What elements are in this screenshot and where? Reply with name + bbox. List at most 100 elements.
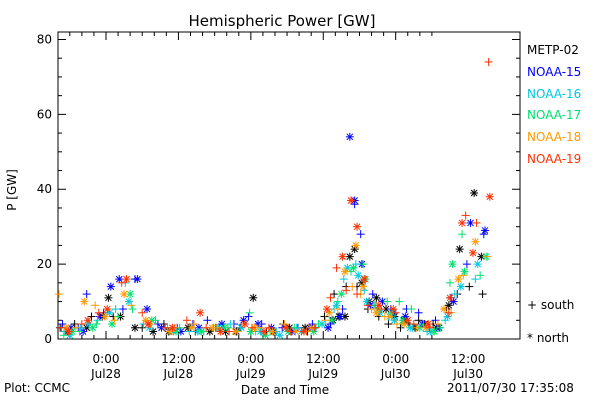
marker-north-noaa-15	[324, 323, 333, 332]
marker-north-noaa-18	[187, 323, 196, 332]
marker-south-noaa-18	[483, 252, 492, 261]
marker-south-noaa-15	[244, 312, 253, 321]
marker-south-noaa-15	[203, 316, 212, 325]
marker-south-noaa-15	[356, 230, 365, 239]
marker-south-noaa-16	[471, 275, 480, 284]
marker-north-noaa-17	[430, 327, 439, 336]
marker-north-noaa-19	[458, 218, 467, 227]
legend-entry-noaa-17: NOAA-17	[527, 108, 582, 123]
marker-north-noaa-19	[122, 275, 131, 284]
marker-south-noaa-16	[93, 316, 102, 325]
x-tick-date-label: Jul28	[90, 367, 121, 381]
x-tick-time-label: 12:00	[161, 352, 196, 366]
marker-south-noaa-17	[359, 260, 368, 269]
marker-south-noaa-17	[458, 230, 467, 239]
marker-north-noaa-19	[347, 196, 356, 205]
marker-south-noaa-19	[117, 278, 126, 287]
marker-south-noaa-15	[414, 308, 423, 317]
marker-north-noaa-18	[471, 237, 480, 246]
marker-north-metp-02	[444, 301, 453, 310]
marker-south-noaa-18	[127, 301, 136, 310]
marker-north-noaa-18	[340, 267, 349, 276]
x-tick-date-label: Jul30	[452, 367, 483, 381]
marker-north-noaa-19	[83, 316, 92, 325]
legend-entry-noaa-19: NOAA-19	[527, 151, 582, 166]
marker-south-metp-02	[70, 320, 79, 329]
marker-north-noaa-19	[299, 327, 308, 336]
marker-south-noaa-17	[245, 308, 254, 317]
marker-south-metp-02	[414, 316, 423, 325]
y-tick-label: 60	[37, 107, 52, 121]
marker-south-noaa-19	[264, 323, 273, 332]
x-tick-time-label: 12:00	[306, 352, 341, 366]
axis-ticks	[58, 32, 520, 340]
x-tick-time-label: 0:00	[237, 352, 264, 366]
marker-south-noaa-19	[310, 323, 319, 332]
marker-south-noaa-17	[333, 297, 342, 306]
marker-south-noaa-19	[286, 327, 295, 336]
marker-south-noaa-19	[326, 293, 335, 302]
marker-south-noaa-15	[368, 290, 377, 299]
marker-south-noaa-16	[450, 290, 459, 299]
marker-north-metp-02	[455, 245, 464, 254]
marker-south-noaa-19	[138, 308, 147, 317]
marker-north-noaa-19	[322, 305, 331, 314]
legend-entry-noaa-16: NOAA-16	[527, 86, 582, 101]
marker-south-noaa-17	[92, 320, 101, 329]
marker-south-noaa-19	[57, 323, 66, 332]
marker-north-noaa-19	[260, 327, 269, 336]
marker-north-noaa-19	[281, 323, 290, 332]
legend-entry-metp-02: METP-02	[527, 43, 579, 57]
marker-north-noaa-19	[374, 301, 383, 310]
marker-north-noaa-19	[445, 293, 454, 302]
marker-south-noaa-19	[342, 286, 351, 295]
marker-south-noaa-17	[395, 297, 404, 306]
marker-north-noaa-18	[120, 290, 129, 299]
marker-south-noaa-17	[407, 305, 416, 314]
marker-north-noaa-16	[443, 312, 452, 321]
south-symbol-label: + south	[527, 298, 575, 312]
marker-south-noaa-16	[111, 305, 120, 314]
x-tick-time-label: 0:00	[382, 352, 409, 366]
marker-north-noaa-17	[88, 323, 97, 332]
marker-south-noaa-19	[332, 263, 341, 272]
plot-source-label: Plot: CCMC	[4, 381, 70, 395]
marker-south-metp-02	[138, 323, 147, 332]
marker-north-metp-02	[104, 293, 113, 302]
legend-entry-noaa-15: NOAA-15	[527, 64, 582, 79]
y-axis-label: P [GW]	[5, 169, 19, 211]
y-tick-label: 20	[37, 257, 52, 271]
marker-south-noaa-17	[75, 327, 84, 336]
marker-north-noaa-19	[389, 305, 398, 314]
marker-south-noaa-18	[54, 290, 63, 299]
marker-south-noaa-16	[339, 275, 348, 284]
marker-south-noaa-18	[348, 282, 357, 291]
marker-north-noaa-18	[100, 312, 109, 321]
marker-south-noaa-18	[91, 301, 100, 310]
marker-south-noaa-19	[225, 327, 234, 336]
marker-north-noaa-16	[362, 297, 371, 306]
marker-north-noaa-19	[64, 327, 73, 336]
marker-north-noaa-19	[360, 275, 369, 284]
marker-north-noaa-18	[372, 308, 381, 317]
x-tick-date-label: Jul29	[307, 367, 338, 381]
marker-north-noaa-15	[336, 312, 345, 321]
marker-north-metp-02	[130, 323, 139, 332]
marker-north-noaa-15	[480, 226, 489, 235]
marker-south-noaa-19	[472, 218, 481, 227]
marker-south-noaa-18	[392, 320, 401, 329]
marker-south-metp-02	[87, 312, 96, 321]
marker-north-metp-02	[249, 293, 258, 302]
marker-north-noaa-16	[456, 282, 465, 291]
tick-labels: 0204060800:00Jul2812:00Jul280:00Jul2912:…	[37, 32, 486, 381]
marker-north-noaa-17	[197, 327, 206, 336]
marker-south-noaa-17	[314, 320, 323, 329]
marker-south-noaa-17	[445, 278, 454, 287]
marker-north-noaa-16	[354, 271, 363, 280]
marker-south-noaa-19	[484, 57, 493, 66]
marker-north-noaa-15	[345, 132, 354, 141]
marker-north-noaa-16	[332, 301, 341, 310]
y-tick-label: 80	[37, 32, 52, 46]
marker-north-noaa-16	[275, 331, 284, 340]
